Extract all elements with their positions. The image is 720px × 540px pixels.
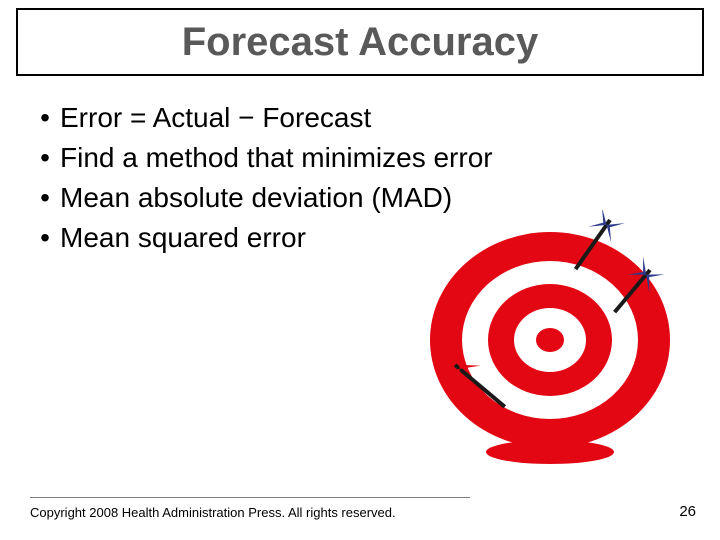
bullet-text: Mean absolute deviation (MAD) <box>60 180 452 216</box>
slide: Forecast Accuracy • Error = Actual − For… <box>0 0 720 540</box>
page-number: 26 <box>679 503 696 520</box>
bullet-text: Error = Actual − Forecast <box>60 100 371 136</box>
list-item: • Find a method that minimizes error <box>30 140 670 176</box>
bullet-marker: • <box>30 140 60 176</box>
slide-title: Forecast Accuracy <box>182 20 538 65</box>
target-graphic <box>400 210 680 470</box>
bullet-text: Find a method that minimizes error <box>60 140 493 176</box>
list-item: • Error = Actual − Forecast <box>30 100 670 136</box>
footer-copyright: Copyright 2008 Health Administration Pre… <box>30 505 396 520</box>
bullet-marker: • <box>30 220 60 256</box>
bullet-marker: • <box>30 100 60 136</box>
title-box: Forecast Accuracy <box>16 8 704 76</box>
footer-divider <box>30 497 470 498</box>
bullet-text: Mean squared error <box>60 220 306 256</box>
bullet-marker: • <box>30 180 60 216</box>
